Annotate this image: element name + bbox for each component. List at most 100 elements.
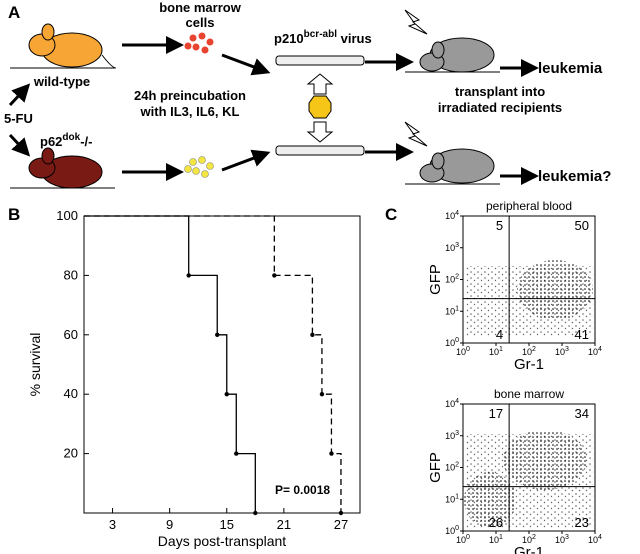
tick-label: 102 xyxy=(445,274,459,285)
tick-label: 100 xyxy=(456,534,470,545)
tick-exp: 3 xyxy=(455,242,459,249)
tick-label: 101 xyxy=(489,534,503,545)
tick-label: 103 xyxy=(555,346,569,357)
tick-exp: 4 xyxy=(598,534,602,541)
tick-exp: 0 xyxy=(466,534,470,541)
tick-label: 100 xyxy=(445,525,459,536)
x-tick-label: 9 xyxy=(166,517,173,532)
tick-base: 10 xyxy=(445,275,455,285)
tick-base: 10 xyxy=(445,431,455,441)
tick-exp: 0 xyxy=(455,525,459,532)
tick-base: 10 xyxy=(445,306,455,316)
tick-exp: 2 xyxy=(455,462,459,469)
event-point xyxy=(253,510,258,516)
y-tick-label: 100 xyxy=(56,208,78,223)
quadrant-value: 4 xyxy=(496,327,503,342)
panel-label: C xyxy=(385,205,397,224)
dishes xyxy=(275,55,365,156)
tick-base: 10 xyxy=(555,535,565,545)
x-axis-label: Days post-transplant xyxy=(158,533,287,549)
tick-label: 101 xyxy=(445,305,459,316)
cloud xyxy=(465,434,593,529)
panel-label: B xyxy=(8,205,20,224)
tick-base: 10 xyxy=(445,338,455,348)
x-axis-label: Gr-1 xyxy=(514,544,544,554)
label: transplant into xyxy=(455,84,545,99)
y-tick-label: 20 xyxy=(64,446,78,461)
x-tick-label: 27 xyxy=(334,517,348,532)
tick-base: 10 xyxy=(445,463,455,473)
y-tick-label: 80 xyxy=(64,267,78,282)
tick-exp: 3 xyxy=(565,534,569,541)
cloud xyxy=(465,266,593,336)
label: leukemia xyxy=(538,60,603,77)
y-axis-label: GFP xyxy=(427,452,444,483)
x-axis-label: Gr-1 xyxy=(514,356,544,373)
tick-base: 10 xyxy=(555,347,565,357)
tick-label: 103 xyxy=(555,534,569,545)
tick-exp: 4 xyxy=(598,346,602,353)
plot-title: bone marrow xyxy=(494,387,564,401)
quadrant-value: 23 xyxy=(575,515,589,530)
tick-label: 104 xyxy=(445,210,459,221)
tick-exp: 0 xyxy=(455,337,459,344)
survival-line xyxy=(84,215,342,513)
tick-label: 102 xyxy=(522,534,536,545)
x-tick-label: 21 xyxy=(277,517,291,532)
panel-a: A wild-type p62dok-/- 5-FU bone marrow c… xyxy=(4,0,611,189)
tick-label: 100 xyxy=(445,337,459,348)
tick-label: 104 xyxy=(588,534,602,545)
tick-label: 101 xyxy=(489,346,503,357)
x-tick-label: 15 xyxy=(220,517,234,532)
event-point xyxy=(272,273,277,278)
tick-label: 104 xyxy=(588,346,602,357)
tick-exp: 2 xyxy=(532,346,536,353)
tick-exp: 2 xyxy=(532,534,536,541)
event-point xyxy=(319,392,325,397)
mouse-knockout xyxy=(28,147,103,189)
event-point xyxy=(338,510,344,516)
tick-base: 10 xyxy=(588,347,598,357)
tick-exp: 4 xyxy=(455,398,459,405)
label: 5-FU xyxy=(4,111,33,126)
label: p62dok-/- xyxy=(40,132,92,149)
event-point xyxy=(329,451,334,456)
tick-base: 10 xyxy=(522,347,532,357)
tick-exp: 4 xyxy=(455,210,459,217)
tick-base: 10 xyxy=(456,347,466,357)
label: cells xyxy=(186,15,215,30)
panel-label: A xyxy=(8,3,20,22)
label: p210bcr-abl virus xyxy=(274,29,372,46)
tick-label: 101 xyxy=(445,493,459,504)
survival-line xyxy=(84,215,256,513)
tick-label: 102 xyxy=(445,462,459,473)
quadrant-value: 17 xyxy=(489,406,503,421)
label: bone marrow xyxy=(159,0,242,15)
quadrant-value: 34 xyxy=(575,406,589,421)
tick-base: 10 xyxy=(522,535,532,545)
tick-base: 10 xyxy=(445,211,455,221)
label: wild-type xyxy=(33,74,90,89)
tick-label: 102 xyxy=(522,346,536,357)
label: leukemia? xyxy=(538,168,611,185)
event-point xyxy=(310,332,315,337)
tick-exp: 3 xyxy=(565,346,569,353)
y-tick-label: 60 xyxy=(64,327,78,342)
tick-base: 10 xyxy=(456,535,466,545)
tick-base: 10 xyxy=(588,535,598,545)
y-axis-label: GFP xyxy=(427,264,444,295)
tick-base: 10 xyxy=(489,535,499,545)
label: irradiated recipients xyxy=(438,100,562,115)
tick-label: 100 xyxy=(456,346,470,357)
event-point xyxy=(224,392,229,397)
plot-title: peripheral blood xyxy=(486,199,572,213)
tick-base: 10 xyxy=(445,526,455,536)
tick-label: 104 xyxy=(445,398,459,409)
cells-red xyxy=(184,32,214,54)
plot-frame xyxy=(83,215,361,514)
event-point xyxy=(186,273,191,278)
x-tick-label: 3 xyxy=(109,517,116,532)
annotation: P= 0.0018 xyxy=(275,483,330,497)
